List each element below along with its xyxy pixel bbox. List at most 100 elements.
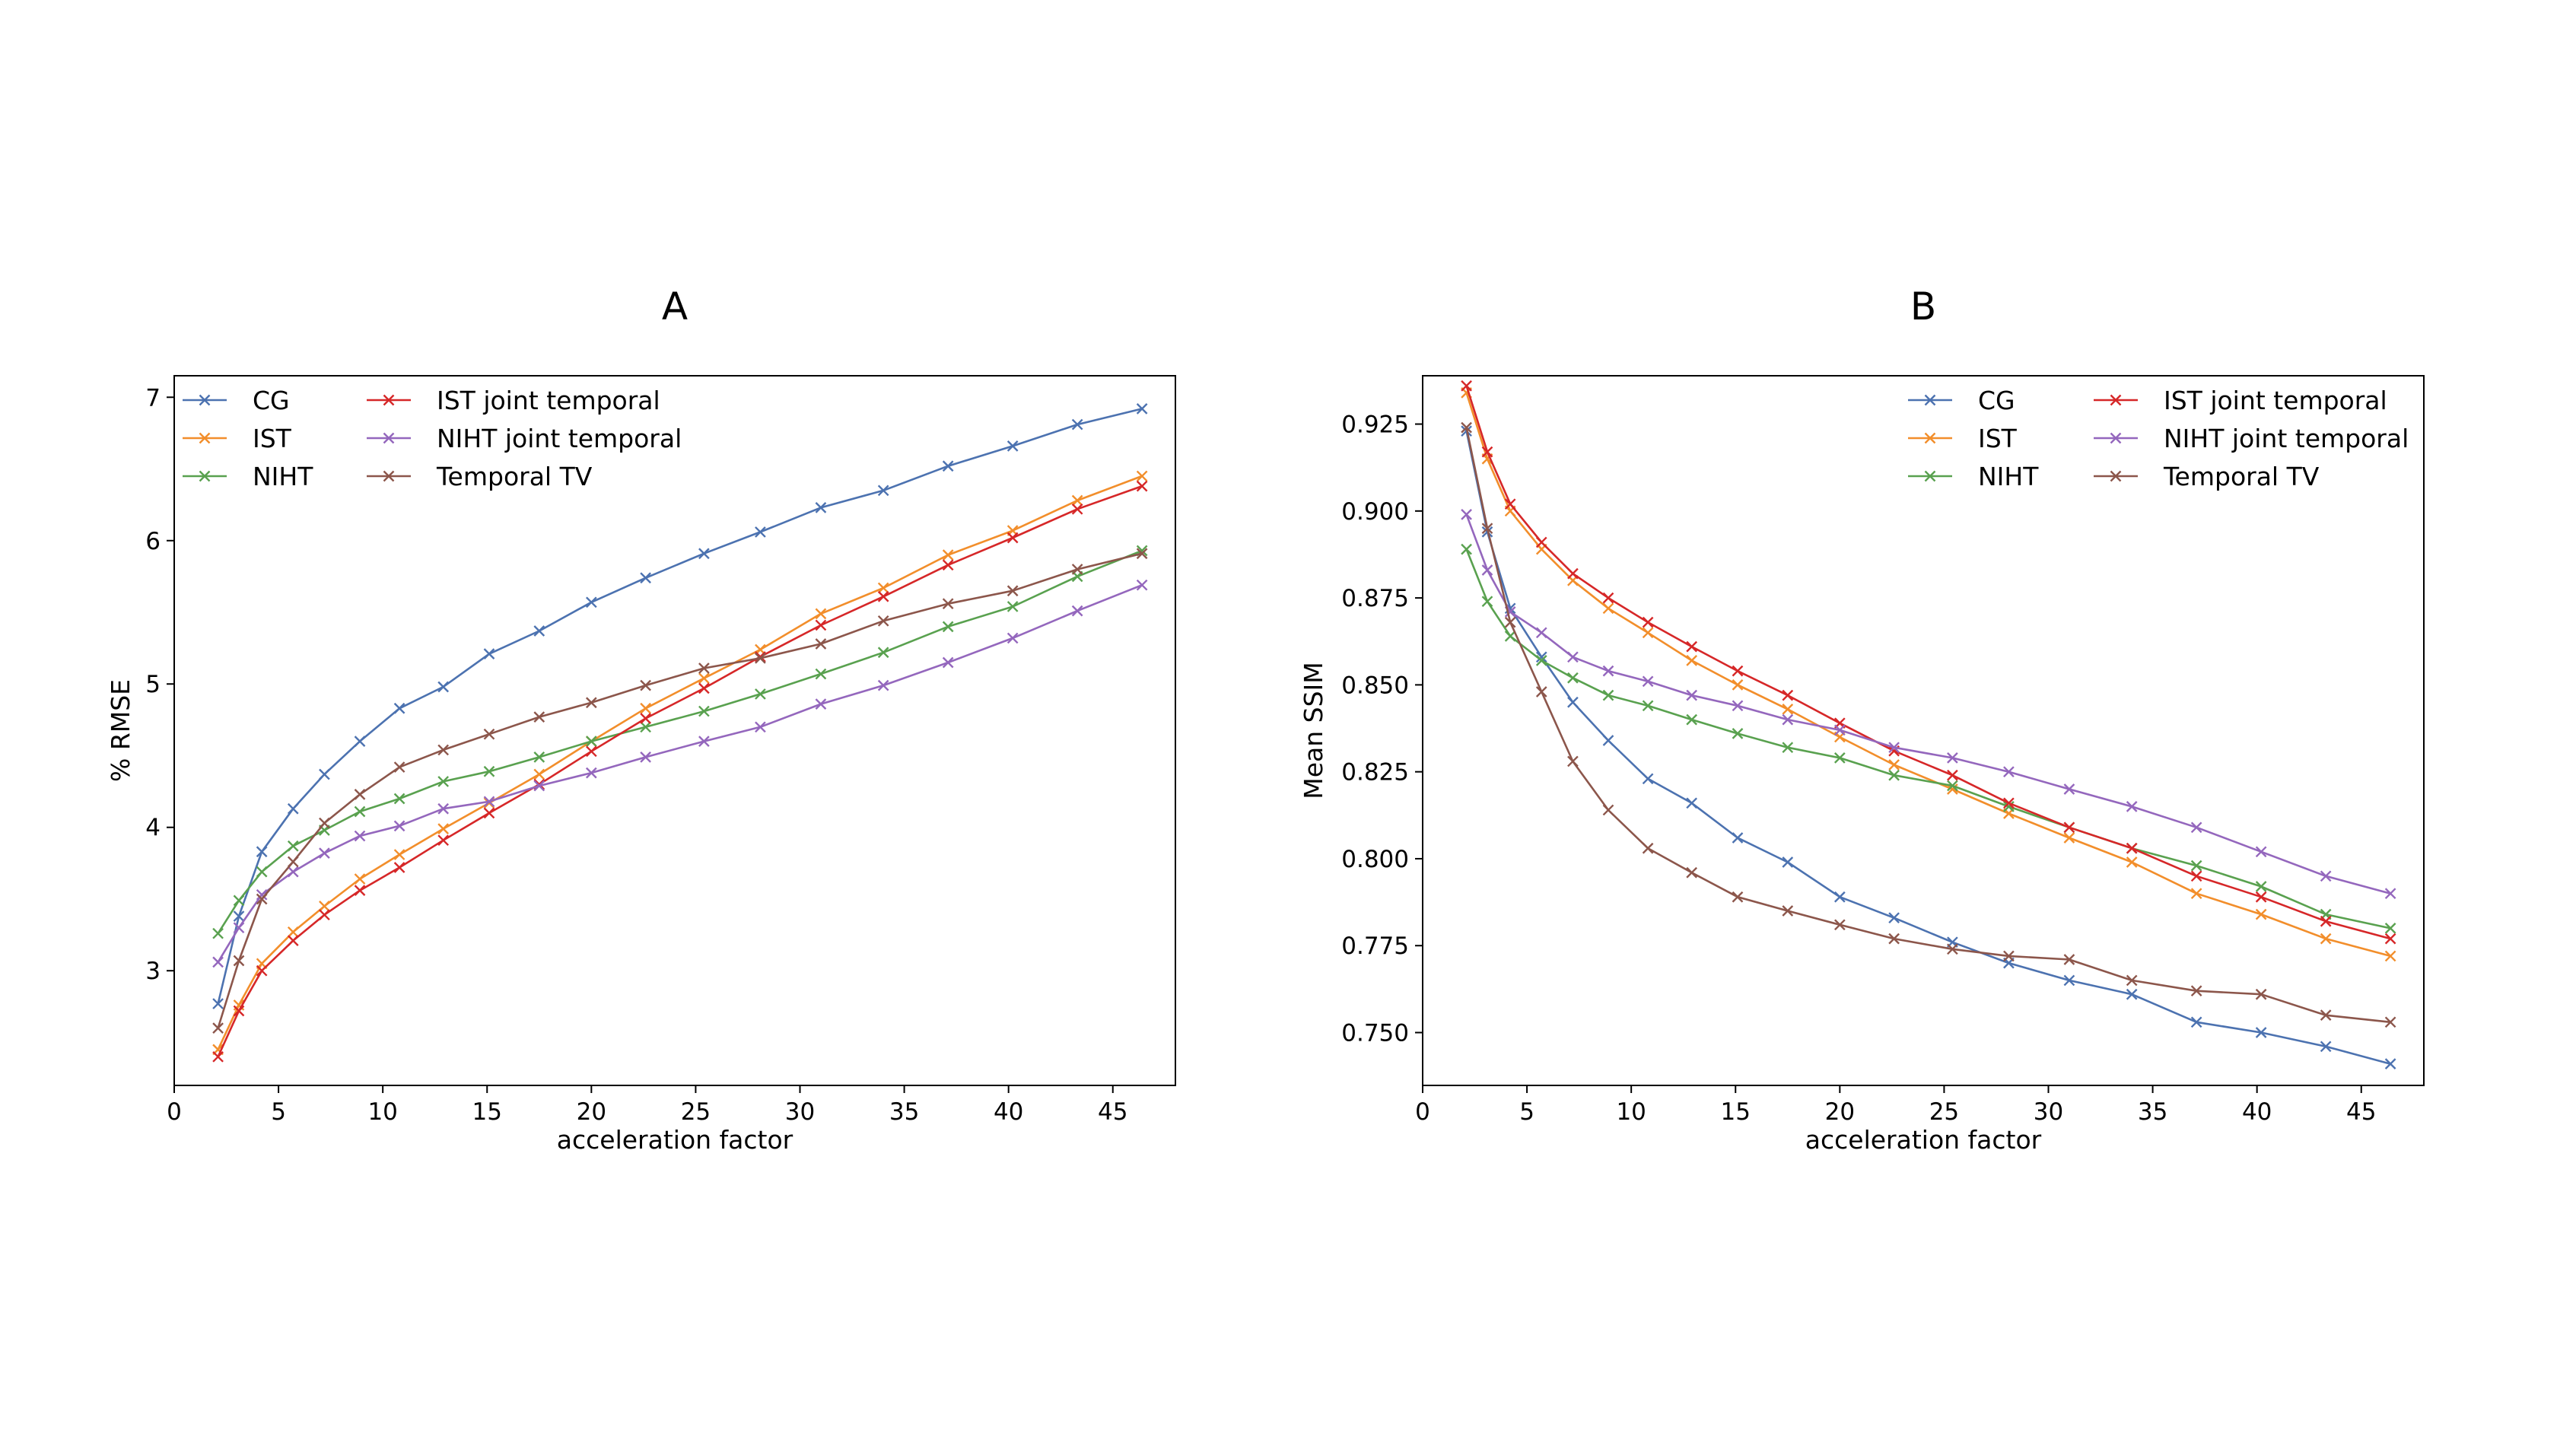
data-point [2384,923,2396,934]
data-point [698,548,710,560]
x-tick-label: 25 [1929,1098,1959,1126]
data-point [1686,689,1698,701]
data-point [1642,773,1654,785]
data-point [1535,651,1547,663]
legend-item: Temporal TV [2094,462,2320,491]
data-point [1833,752,1846,764]
data-point [393,793,405,805]
data-point [1732,665,1744,677]
data-point [640,702,651,714]
data-point [287,802,299,815]
legend-item: CG [1908,386,2015,415]
data-point [815,608,827,620]
data-point [1071,494,1083,507]
data-point [1947,752,1958,764]
data-point [233,922,245,934]
data-point [1071,418,1083,431]
data-point [1567,696,1579,708]
data-point [1947,943,1958,955]
data-point [2384,950,2396,962]
legend-marker [199,394,211,406]
y-tick-label: 0.775 [1341,933,1409,960]
legend-item: IST [1908,424,2018,453]
legend-label: IST joint temporal [437,386,660,415]
data-point [1833,891,1846,903]
data-point [1602,602,1614,615]
data-point [2126,988,2138,1000]
legend-item: IST [183,424,292,453]
data-point [319,768,330,780]
data-point [256,866,268,878]
data-point [1007,440,1019,452]
data-point [319,909,330,921]
legend-label: NIHT joint temporal [437,424,682,453]
data-point [755,651,766,663]
data-point [2190,888,2202,900]
data-point [815,502,827,513]
y-tick-label: 7 [145,384,161,412]
data-point [942,621,954,633]
data-point [287,935,299,946]
data-point [1535,655,1547,666]
data-point [755,652,766,664]
x-tick-label: 5 [271,1098,286,1126]
data-point [1071,605,1083,617]
data-point [2190,860,2202,872]
data-point [585,767,597,779]
data-point [640,713,651,724]
data-point [877,590,889,602]
series-line-niht [1465,548,2391,929]
panel-title: B [1910,284,1936,329]
data-point [533,711,545,723]
data-point [1947,780,1958,792]
data-point [437,802,450,815]
x-tick-label: 10 [1616,1098,1646,1126]
data-point [1136,403,1148,415]
data-point [483,807,495,819]
data-point [1535,686,1547,697]
x-tick-label: 10 [367,1098,397,1126]
data-point [1732,679,1744,691]
chart-panel-b: B 0 5 10 15 20 25 30 35 40 45 0.750 0.775 0.800 0.825 0… [1299,284,2425,1155]
data-point [1504,631,1516,642]
data-point [815,698,827,710]
data-point [2320,870,2332,882]
legend-item: IST joint temporal [367,386,660,415]
data-point [1782,905,1794,917]
data-point [1888,742,1900,754]
data-point [2255,846,2267,858]
x-tick-label: 30 [785,1098,815,1126]
data-point [287,926,299,938]
data-point [2320,915,2332,927]
series-line-ist [1465,392,2391,958]
data-point [2255,1027,2267,1038]
data-point [212,1050,224,1063]
data-point [1481,446,1493,458]
data-point [698,663,710,674]
data-point [233,955,245,967]
y-tick-label: 0.750 [1341,1020,1409,1047]
data-point [1642,616,1654,628]
series-line-ist-joint-temporal [217,485,1143,1057]
legend-marker [199,470,211,482]
data-point [1782,742,1794,754]
legend-label: IST joint temporal [2164,386,2387,415]
data-point [393,862,405,873]
data-point [1686,866,1698,879]
data-point [212,956,224,968]
legend-item: NIHT [1908,462,2039,491]
legend-label: CG [253,386,290,415]
data-point [1732,728,1744,739]
y-tick-label: 0.825 [1341,759,1409,786]
legend-item: NIHT [183,462,313,491]
data-point [1947,769,1958,781]
series-line-cg [1465,431,2391,1065]
legend-label: CG [1978,386,2015,415]
data-point [698,705,710,717]
data-point [1602,665,1614,677]
data-point [2320,933,2332,945]
data-point [2190,870,2202,882]
data-point [640,679,651,691]
data-point [533,625,545,637]
